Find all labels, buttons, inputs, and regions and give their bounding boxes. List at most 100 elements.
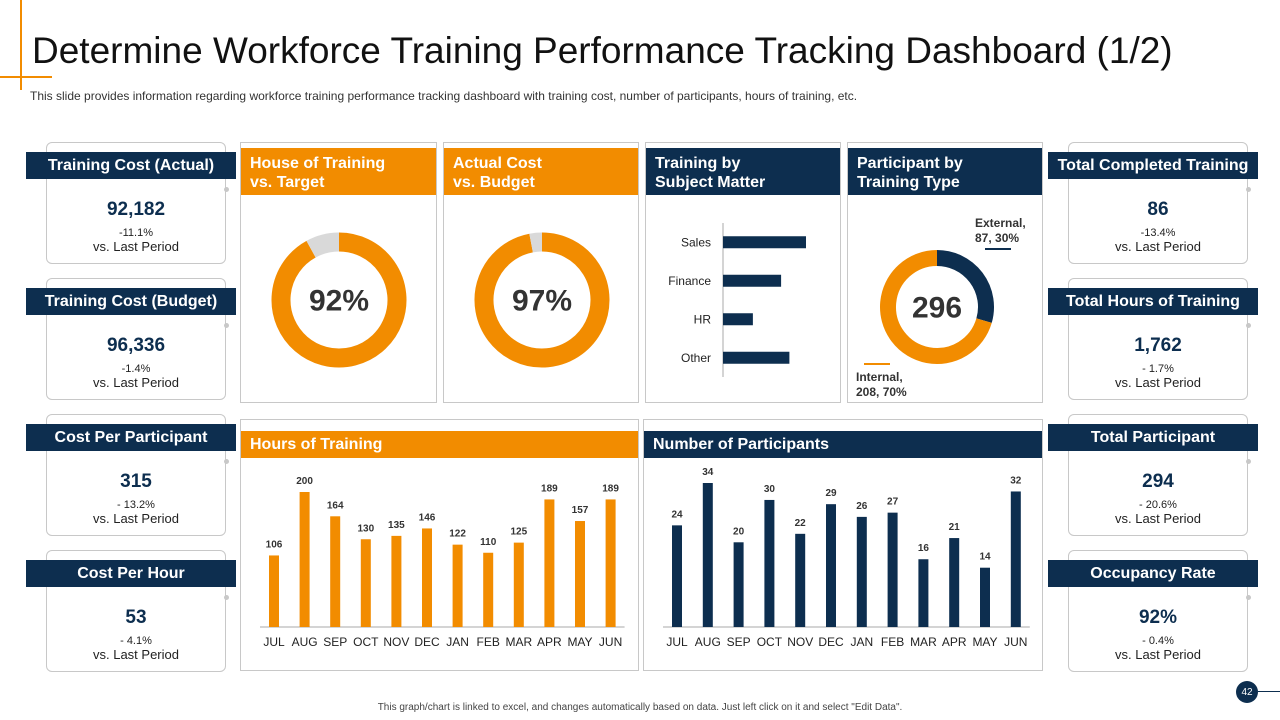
subject-category-label: Finance bbox=[668, 274, 711, 288]
internal-label-line2: 208, 70% bbox=[856, 385, 907, 399]
page-number: 42 bbox=[1236, 681, 1258, 703]
panel-house-of-training[interactable]: House of Training vs. Target 92% bbox=[240, 142, 437, 403]
subject-bar bbox=[723, 351, 790, 364]
panel-hours-of-training[interactable]: Hours of Training 106 JUL 200 AUG 164 SEP 130 O… bbox=[240, 419, 639, 671]
bar bbox=[702, 483, 713, 627]
bar-value-label: 189 bbox=[602, 483, 619, 494]
kpi-value: 92,182 bbox=[106, 199, 166, 220]
panel-header: Participant by Training Type bbox=[848, 148, 1042, 195]
subject-bar bbox=[723, 274, 782, 287]
panel-title-line1: Actual Cost bbox=[453, 155, 542, 172]
bar-category-label: MAR bbox=[505, 635, 532, 649]
kpi-label: Training Cost (Actual) bbox=[26, 152, 236, 179]
bar-category-label: JUL bbox=[263, 635, 285, 649]
panel-title-line1: Training by bbox=[655, 155, 741, 172]
kpi-label: Training Cost (Budget) bbox=[26, 288, 236, 315]
kpi-change: -1.4% bbox=[121, 363, 151, 375]
bar-category-label: JUN bbox=[1004, 635, 1027, 649]
bar-value-label: 20 bbox=[733, 526, 745, 537]
bar-value-label: 106 bbox=[266, 539, 283, 550]
actual-cost-donut-chart: 97% bbox=[474, 232, 610, 368]
page-number-line bbox=[1258, 691, 1280, 692]
donut-slice bbox=[306, 232, 340, 258]
bar bbox=[575, 521, 585, 627]
kpi-vs-label: vs. Last Period bbox=[93, 375, 179, 390]
bar-value-label: 32 bbox=[1010, 475, 1022, 486]
bar bbox=[980, 567, 990, 627]
panel-actual-cost[interactable]: Actual Cost vs. Budget 97% bbox=[443, 142, 639, 403]
kpi-change: -13.4% bbox=[1140, 227, 1176, 239]
kpi-change: - 0.4% bbox=[1142, 635, 1174, 647]
kpi-value: 86 bbox=[1147, 199, 1169, 220]
donut-slice bbox=[936, 250, 994, 323]
bar-value-label: 164 bbox=[327, 500, 344, 511]
bar-value-label: 200 bbox=[296, 476, 313, 487]
bar-category-label: DEC bbox=[414, 635, 440, 649]
page-title: Determine Workforce Training Performance… bbox=[32, 30, 1173, 71]
bar-value-label: 122 bbox=[449, 529, 466, 540]
subject-bar bbox=[723, 313, 753, 326]
bar-value-label: 27 bbox=[887, 497, 899, 508]
bar bbox=[764, 499, 775, 627]
bar-value-label: 22 bbox=[795, 518, 807, 529]
panel-header: House of Training vs. Target bbox=[241, 148, 436, 195]
corner-accent-vertical bbox=[20, 0, 22, 90]
bar-value-label: 16 bbox=[918, 543, 930, 554]
panel-participant-type[interactable]: Participant by Training Type 296 External… bbox=[847, 142, 1043, 403]
donut-center-label: 296 bbox=[912, 292, 962, 325]
bar bbox=[513, 542, 524, 627]
bar-category-label: SEP bbox=[323, 635, 347, 649]
bar-category-label: OCT bbox=[757, 635, 783, 649]
donut-slice bbox=[880, 250, 992, 364]
bar bbox=[733, 542, 744, 627]
kpi-vs-label: vs. Last Period bbox=[93, 647, 179, 662]
kpi-label: Total Participant bbox=[1048, 424, 1258, 451]
kpi-change: - 1.7% bbox=[1142, 363, 1174, 375]
bar-value-label: 146 bbox=[419, 512, 436, 523]
panel-title-line1: Participant by bbox=[857, 155, 963, 172]
bar-value-label: 14 bbox=[979, 552, 991, 563]
kpi-vs-label: vs. Last Period bbox=[1115, 511, 1201, 526]
bar-category-label: NOV bbox=[383, 635, 409, 649]
kpi-vs-label: vs. Last Period bbox=[93, 511, 179, 526]
bar-category-label: AUG bbox=[292, 635, 318, 649]
bar bbox=[672, 525, 682, 627]
bar-category-label: APR bbox=[942, 635, 967, 649]
panel-header: Hours of Training bbox=[241, 431, 638, 458]
bar bbox=[949, 538, 960, 627]
panel-subject-matter[interactable]: Training by Subject Matter Sales Finance H… bbox=[645, 142, 841, 403]
bar bbox=[918, 559, 929, 627]
bar-value-label: 24 bbox=[671, 509, 683, 520]
hours-of-training-bar-chart: 106 JUL 200 AUG 164 SEP 130 OCT 135 NOV 146 DEC 122 J… bbox=[260, 476, 625, 649]
subject-category-label: Sales bbox=[681, 235, 711, 249]
bar bbox=[826, 504, 836, 627]
panel-title-line1: House of Training bbox=[250, 155, 386, 172]
bar-category-label: APR bbox=[537, 635, 562, 649]
kpi-change: -11.1% bbox=[118, 227, 154, 239]
bar-value-label: 34 bbox=[702, 467, 714, 478]
house-training-donut-chart: 92% bbox=[271, 232, 407, 368]
bar bbox=[483, 552, 494, 627]
bar-category-label: AUG bbox=[695, 635, 721, 649]
donut-slice bbox=[474, 232, 610, 368]
panel-title-line2: vs. Budget bbox=[453, 174, 535, 191]
bar bbox=[887, 512, 898, 627]
subject-bar bbox=[723, 236, 806, 249]
footer-note: This graph/chart is linked to excel, and… bbox=[377, 702, 903, 713]
corner-accent-horizontal bbox=[0, 76, 52, 78]
kpi-value: 294 bbox=[1142, 471, 1174, 492]
bar bbox=[330, 516, 341, 627]
bar bbox=[544, 499, 555, 627]
donut-slice bbox=[271, 232, 407, 368]
kpi-change: - 4.1% bbox=[120, 635, 152, 647]
donut-slice bbox=[529, 232, 543, 253]
bar-category-label: FEB bbox=[477, 635, 500, 649]
panel-number-of-participants[interactable]: Number of Participants 24 JUL 34 AUG 20 SEP 30… bbox=[643, 419, 1043, 671]
kpi-label: Total Completed Training bbox=[1048, 152, 1258, 179]
external-label-line2: 87, 30% bbox=[975, 231, 1019, 245]
bar-value-label: 125 bbox=[510, 527, 527, 538]
kpi-value: 92% bbox=[1138, 607, 1178, 628]
bar bbox=[360, 539, 371, 627]
panel-title-line2: vs. Target bbox=[250, 174, 325, 191]
kpi-change: - 13.2% bbox=[117, 499, 155, 511]
